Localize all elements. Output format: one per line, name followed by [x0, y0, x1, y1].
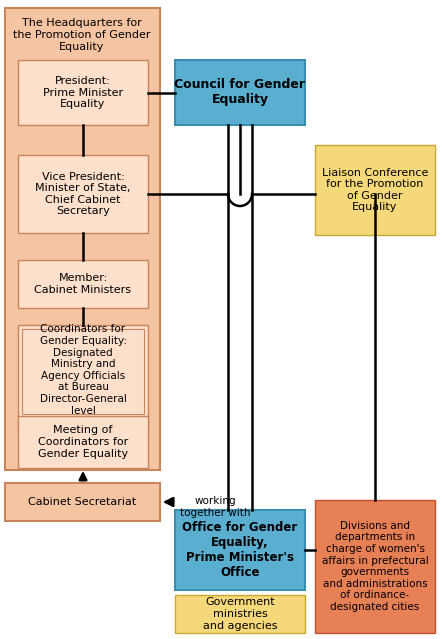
Text: Divisions and
departments in
charge of women's
affairs in prefectural
government: Divisions and departments in charge of w… — [322, 521, 428, 612]
Bar — [5, 483, 160, 521]
Bar — [18, 60, 148, 125]
Text: Member:
Cabinet Ministers: Member: Cabinet Ministers — [34, 273, 132, 295]
Bar — [175, 510, 305, 590]
Bar — [18, 416, 148, 468]
Bar — [18, 260, 148, 308]
Bar — [22, 329, 144, 414]
Text: Office for Gender
Equality,
Prime Minister's
Office: Office for Gender Equality, Prime Minist… — [183, 521, 297, 579]
Text: The Headquarters for
the Promotion of Gender
Equality: The Headquarters for the Promotion of Ge… — [13, 19, 151, 52]
Bar — [175, 60, 305, 125]
Bar — [18, 325, 148, 435]
Bar — [315, 145, 435, 235]
Text: Cabinet Secretariat: Cabinet Secretariat — [28, 497, 137, 507]
Bar — [18, 155, 148, 233]
Bar — [175, 595, 305, 633]
Text: Government
ministries
and agencies: Government ministries and agencies — [203, 597, 277, 631]
Text: Liaison Conference
for the Promotion
of Gender
Equality: Liaison Conference for the Promotion of … — [322, 167, 428, 212]
Text: Council for Gender
Equality: Council for Gender Equality — [175, 79, 305, 107]
Text: President:
Prime Minister
Equality: President: Prime Minister Equality — [43, 76, 123, 109]
Text: Vice President:
Minister of State,
Chief Cabinet
Secretary: Vice President: Minister of State, Chief… — [35, 172, 131, 217]
Bar — [315, 500, 435, 633]
Text: working
together with: working together with — [180, 497, 250, 518]
Bar — [5, 8, 160, 470]
Text: Coordinators for
Gender Equality:
Designated
Ministry and
Agency Officials
at Bu: Coordinators for Gender Equality: Design… — [39, 325, 126, 415]
Text: Meeting of
Coordinators for
Gender Equality: Meeting of Coordinators for Gender Equal… — [38, 426, 128, 459]
